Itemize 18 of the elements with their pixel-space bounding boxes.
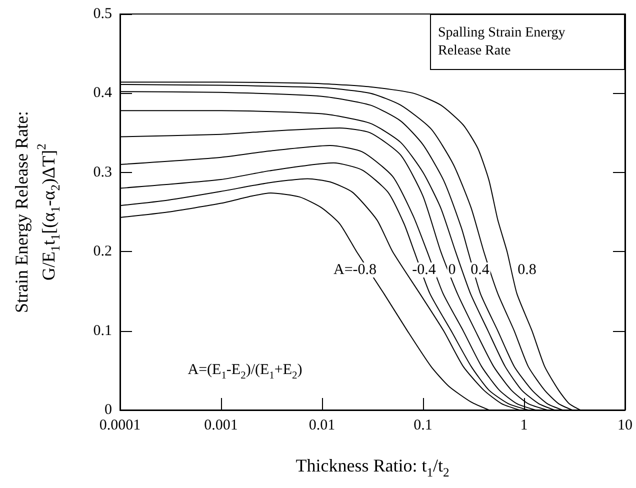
- annotation: 0.4: [470, 262, 490, 278]
- text: Spalling Strain Energy Release Rate: [438, 26, 569, 58]
- annotation: -0.4: [412, 262, 436, 278]
- annotation: 0: [448, 262, 456, 278]
- annotation: 0.8: [518, 262, 536, 278]
- x-tick-label: 0.1: [414, 418, 432, 434]
- y-tick-label: 0.1: [93, 322, 112, 339]
- y-tick-label: 0.2: [93, 244, 112, 260]
- y-tick-label: 0.4: [93, 85, 112, 102]
- x-tick-label: 10: [618, 418, 632, 434]
- y-tick-label: 0: [104, 402, 112, 418]
- y-tick-label: 0.3: [93, 164, 112, 180]
- annotation: A=-0.8: [333, 262, 377, 278]
- x-tick-label: 0.0001: [99, 418, 141, 434]
- x-tick-label: 1: [520, 418, 528, 434]
- x-tick-label: 0.01: [308, 418, 336, 434]
- x-tick-label: 0.001: [204, 418, 238, 434]
- y-tick-label: 0.5: [93, 6, 112, 22]
